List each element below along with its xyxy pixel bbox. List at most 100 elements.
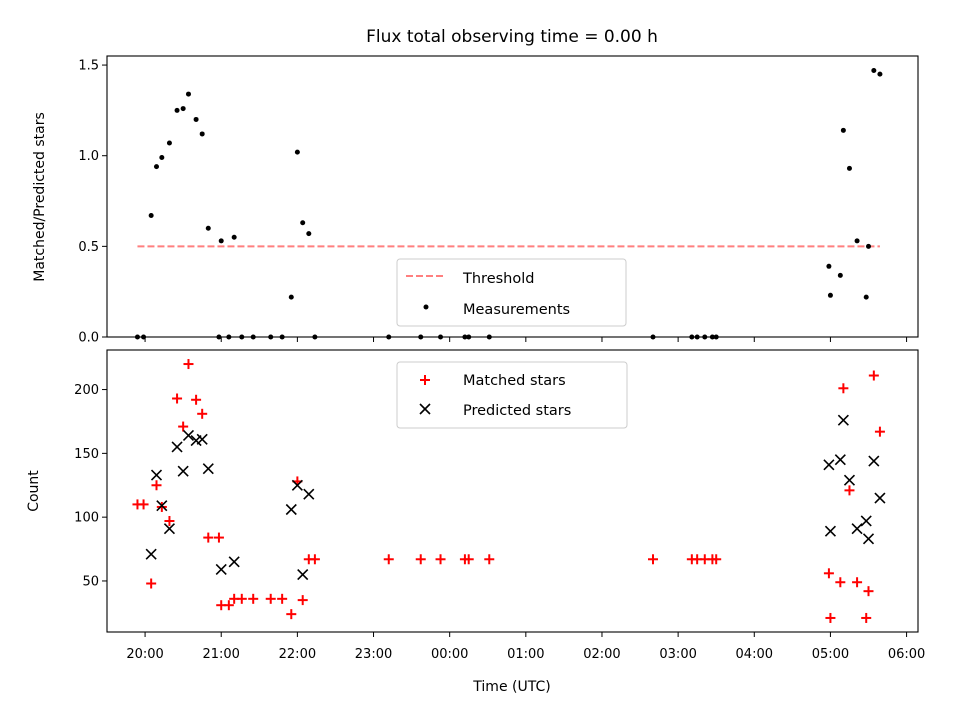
- bottom-y-axis: 50 100 150 200: [74, 383, 107, 589]
- matched-star-point: [435, 554, 446, 565]
- predicted-star-point: [156, 500, 168, 512]
- matched-star-point: [844, 485, 855, 496]
- matched-star-point: [825, 612, 836, 623]
- bottom-legend-box: [396, 361, 628, 429]
- matched-star-point: [874, 426, 885, 437]
- x-tick-label: 04:00: [736, 647, 773, 662]
- matched-star-point: [868, 370, 879, 381]
- matched-star-point: [248, 593, 259, 604]
- predicted-star-point: [862, 533, 875, 545]
- legend-matched-swatch: [420, 375, 430, 385]
- matched-star-point: [151, 480, 162, 491]
- top-y-axis: 0.0 0.5 1.0 1.5: [78, 59, 107, 346]
- measurement-point: [863, 294, 869, 300]
- bottom-y-axis-label: Count: [26, 470, 42, 512]
- matched-star-point: [172, 393, 183, 404]
- bottom-legend: Matched stars Predicted stars: [396, 361, 628, 429]
- y-tick-label: 50: [82, 574, 99, 589]
- top-x-axis-ticks: [144, 337, 908, 342]
- matched-star-point: [463, 554, 474, 565]
- measurement-point: [846, 165, 852, 171]
- chart-title: Flux total observing time = 0.00 h: [366, 27, 658, 47]
- x-tick-label: 00:00: [431, 647, 468, 662]
- matched-star-point: [197, 408, 208, 419]
- matched-star-point: [164, 515, 175, 526]
- matched-star-point: [383, 554, 394, 565]
- measurement-point: [218, 238, 224, 244]
- measurement-point: [205, 225, 211, 231]
- measurement-point: [826, 263, 832, 269]
- y-tick-label: 0.5: [78, 240, 99, 255]
- measurement-point: [153, 164, 159, 170]
- predicted-star-point: [215, 563, 227, 576]
- predicted-star-point: [834, 454, 846, 466]
- legend-matched-label: Matched stars: [463, 373, 566, 389]
- predicted-star-point: [145, 548, 157, 560]
- x-tick-label: 20:00: [126, 647, 163, 662]
- matched-star-point: [852, 577, 863, 588]
- matched-star-point: [213, 532, 224, 543]
- matched-star-point: [277, 593, 288, 604]
- measurement-point: [231, 234, 237, 240]
- x-axis-label: Time (UTC): [472, 679, 550, 695]
- predicted-star-point: [868, 455, 880, 467]
- matched-star-point: [156, 501, 167, 512]
- matched-star-point: [861, 612, 872, 623]
- matched-star-point: [236, 593, 247, 604]
- predicted-star-point: [202, 463, 214, 475]
- measurement-point: [827, 292, 833, 298]
- predicted-star-point: [823, 459, 835, 471]
- top-panel: 0.0 0.5 1.0 1.5 Matched/Predicted stars Thr…: [32, 55, 919, 346]
- predicted-star-point: [824, 525, 836, 537]
- measurement-point: [193, 116, 199, 122]
- matched-star-point: [138, 499, 149, 510]
- predicted-star-point: [228, 556, 240, 568]
- measurement-point: [148, 213, 154, 219]
- bottom-x-axis: 20:00 21:00 22:00 23:00 00:00 01:00 02:00 03:00…: [126, 632, 925, 662]
- matched-star-point: [484, 554, 495, 565]
- x-tick-label: 03:00: [659, 647, 696, 662]
- x-tick-label: 21:00: [202, 647, 239, 662]
- matched-star-point: [863, 586, 874, 597]
- matched-star-point: [203, 532, 214, 543]
- matched-star-point: [178, 421, 189, 432]
- matched-star-point: [191, 394, 202, 405]
- measurement-point: [199, 131, 205, 137]
- measurement-point: [854, 238, 860, 244]
- y-tick-label: 1.0: [78, 149, 99, 164]
- predicted-star-point: [163, 523, 176, 535]
- matched-star-point: [711, 554, 722, 565]
- measurement-point: [159, 155, 165, 161]
- predicted-star-point: [171, 441, 183, 453]
- measurement-point: [837, 272, 843, 278]
- predicted-star-point: [837, 414, 849, 426]
- matched-star-point: [223, 600, 234, 611]
- top-legend-box: [396, 258, 627, 327]
- top-y-axis-label: Matched/Predicted stars: [32, 112, 48, 282]
- measurement-point: [866, 243, 872, 249]
- matched-star-point: [265, 593, 276, 604]
- predicted-star-point: [851, 523, 863, 535]
- measurement-point: [185, 91, 191, 97]
- matched-star-point: [309, 554, 320, 565]
- measurement-point: [877, 71, 883, 77]
- y-tick-label: 0.0: [78, 331, 99, 346]
- predicted-star-point: [303, 488, 315, 500]
- legend-measurements-label: Measurements: [463, 302, 570, 318]
- predicted-star-point: [874, 492, 886, 504]
- legend-predicted-label: Predicted stars: [463, 403, 571, 419]
- matched-star-point: [647, 554, 658, 565]
- measurement-point: [300, 220, 306, 226]
- top-legend: Threshold Measurements: [396, 258, 627, 327]
- matched-star-point: [146, 578, 157, 589]
- x-tick-label: 02:00: [583, 647, 620, 662]
- predicted-star-point: [285, 503, 297, 516]
- legend-threshold-label: Threshold: [462, 271, 534, 287]
- measurement-point: [288, 294, 294, 300]
- measurement-point: [840, 127, 846, 133]
- x-tick-label: 05:00: [812, 647, 849, 662]
- x-tick-label: 22:00: [279, 647, 316, 662]
- x-tick-label: 01:00: [507, 647, 544, 662]
- predicted-star-point: [150, 469, 163, 481]
